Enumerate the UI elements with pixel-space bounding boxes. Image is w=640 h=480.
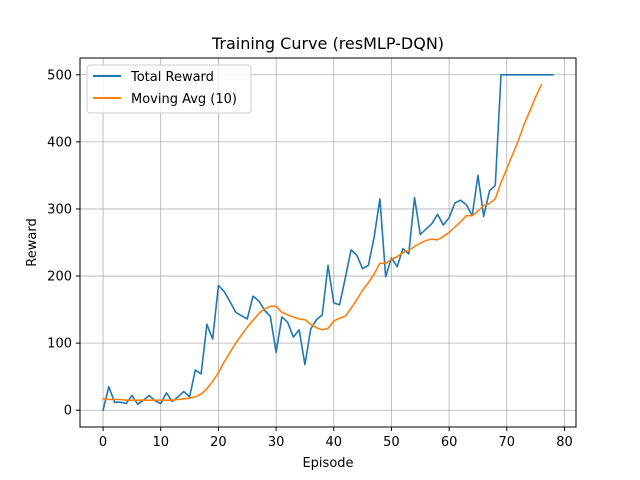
plot-frame [79, 57, 577, 428]
y-tick-label: 0 [64, 404, 72, 419]
x-tick-label: 80 [556, 435, 573, 450]
moving-avg-line [102, 83, 543, 401]
x-axis-label: Episode [302, 456, 353, 471]
y-tick-label: 400 [47, 135, 72, 150]
legend-label-moving-avg: Moving Avg (10) [131, 92, 237, 107]
legend-label-total-reward: Total Reward [130, 70, 214, 85]
x-tick-label: 60 [441, 435, 458, 450]
grid-lines [80, 58, 576, 427]
y-axis-label: Reward [25, 218, 40, 266]
x-tick-label: 20 [210, 435, 227, 450]
x-tick-label: 50 [383, 435, 400, 450]
y-tick-label: 100 [47, 337, 72, 352]
x-tick-label: 40 [325, 435, 342, 450]
data-series [102, 73, 554, 412]
chart-title: Training Curve (resMLP-DQN) [211, 34, 444, 53]
x-tick-label: 30 [268, 435, 285, 450]
total-reward-line [102, 73, 554, 412]
y-tick-label: 200 [47, 270, 72, 285]
x-tick-label: 10 [152, 435, 169, 450]
axis-ticks: 0 10 20 30 40 50 60 70 80 0 100 200 300 400 500 [47, 68, 573, 450]
x-tick-label: 0 [99, 435, 107, 450]
legend-box [86, 64, 252, 114]
x-tick-label: 70 [499, 435, 516, 450]
legend: Total Reward Moving Avg (10) [86, 64, 252, 114]
y-tick-label: 300 [47, 202, 72, 217]
y-tick-label: 500 [47, 68, 72, 83]
